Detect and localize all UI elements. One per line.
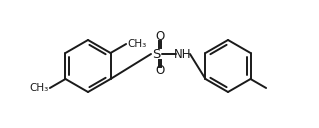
Text: CH₃: CH₃ — [127, 39, 146, 49]
Text: O: O — [155, 30, 164, 44]
Text: CH₃: CH₃ — [30, 83, 49, 93]
Text: O: O — [155, 65, 164, 77]
Text: NH: NH — [174, 47, 192, 61]
Text: S: S — [152, 47, 160, 61]
